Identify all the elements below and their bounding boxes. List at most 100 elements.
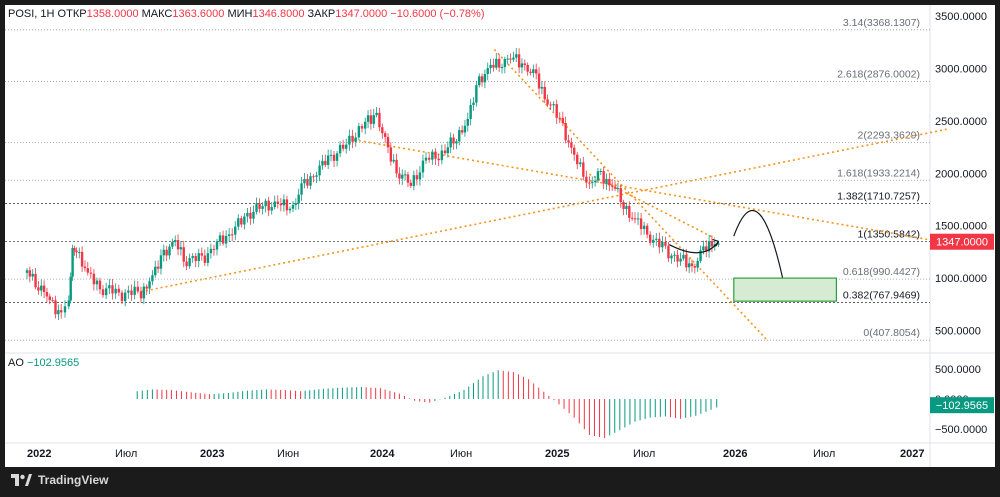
candle-body [625, 206, 628, 209]
candle-body [133, 286, 136, 295]
candle-body [401, 174, 404, 179]
candle-body [469, 105, 472, 119]
fib-level-label: 2.618(2876.0002) [837, 68, 920, 80]
chart-area[interactable]: 3500.0000 3000.0000 2500.0000 2000.0000 1500… [5, 5, 995, 467]
candle-body [628, 206, 631, 218]
candle-body [552, 104, 555, 106]
candle-body [710, 241, 714, 247]
candle-body [480, 76, 484, 83]
candle-body [696, 260, 699, 268]
fib-level-label: 3.14(3368.1307) [843, 17, 920, 29]
candle-body [182, 247, 185, 262]
candle-body [543, 86, 546, 100]
candle-body [509, 58, 512, 60]
candle-body [276, 201, 279, 204]
candle-body [282, 199, 286, 206]
candle-body [80, 251, 84, 267]
candle-body [616, 188, 620, 190]
candle-body [42, 285, 46, 293]
candle-body [452, 137, 455, 144]
candle-body [546, 99, 549, 105]
candle-body [636, 218, 640, 220]
candle-body [203, 255, 207, 263]
candle-body [427, 157, 431, 160]
candle-body [341, 144, 345, 149]
close-label: ЗАКР [307, 8, 336, 20]
candle-body [291, 204, 295, 209]
candle-body [37, 287, 40, 291]
candle-body [67, 300, 70, 307]
y-tick-label: 2000.0000 [935, 168, 987, 180]
candle-body [619, 188, 622, 203]
candle-body [582, 162, 585, 177]
candle-body [294, 203, 298, 205]
candle-body [664, 241, 667, 246]
candle-body [218, 235, 222, 242]
candle-body [685, 254, 688, 268]
target-zone [733, 277, 837, 302]
candle-body [392, 159, 395, 162]
candle-body [221, 235, 225, 244]
candle-body [297, 194, 300, 204]
candle-body [418, 172, 422, 180]
candle-body [191, 255, 194, 259]
brand-logo[interactable]: TradingView [10, 473, 108, 487]
candle-body [535, 69, 538, 74]
candle-body [120, 292, 124, 302]
candle-body [466, 118, 469, 126]
candle-body [383, 133, 387, 137]
candle-body [576, 154, 579, 165]
candle-body [117, 288, 121, 293]
candle-body [261, 206, 264, 209]
candle-body [588, 182, 591, 184]
candle-body [661, 241, 664, 248]
candle-body [73, 248, 76, 251]
candle-body [652, 239, 655, 243]
candle-body [200, 253, 203, 256]
candle-body [596, 171, 600, 181]
candle-body [60, 310, 63, 313]
candle-body [300, 183, 303, 195]
candle-body [497, 58, 501, 68]
candle-body [458, 130, 461, 142]
candle-body [699, 250, 702, 261]
candle-body [492, 64, 495, 68]
orange-trend-line [589, 173, 716, 239]
candle-body [209, 248, 213, 254]
candle-body [415, 175, 419, 180]
candle-body [348, 135, 351, 145]
candle-body [567, 140, 570, 143]
candle-body [176, 240, 180, 250]
candle-body [101, 289, 105, 296]
candle-body [472, 102, 475, 106]
interval: 1H [40, 8, 55, 20]
candle-body [224, 235, 228, 244]
candle-body [702, 246, 705, 251]
candle-body [667, 245, 670, 259]
candle-body [351, 135, 354, 142]
candle-body [136, 286, 140, 292]
candle-body [529, 71, 532, 73]
candle-body [86, 268, 89, 273]
orange-trend-line [353, 138, 940, 243]
candle-body [63, 306, 67, 313]
candle-body [682, 254, 685, 259]
candle-body [512, 57, 515, 60]
candle-body [483, 74, 487, 83]
low-value: 1346.8000 [252, 8, 305, 20]
candle-body [151, 275, 154, 282]
candle-body [45, 292, 49, 297]
candle-body [690, 263, 694, 267]
candle-body [673, 254, 676, 256]
candle-body [315, 175, 318, 177]
price-chart-svg[interactable]: 3500.0000 3000.0000 2500.0000 2000.0000 1500… [5, 5, 995, 467]
candle-body [639, 218, 643, 230]
fib-level-label: 2(2293.3629) [858, 130, 920, 142]
candle-body [156, 266, 160, 269]
candle-body [89, 272, 93, 274]
candle-body [145, 286, 148, 289]
candle-body [360, 126, 364, 129]
candle-body [463, 125, 467, 133]
x-tick-label: 2023 [200, 448, 224, 460]
candle-body [78, 251, 81, 253]
